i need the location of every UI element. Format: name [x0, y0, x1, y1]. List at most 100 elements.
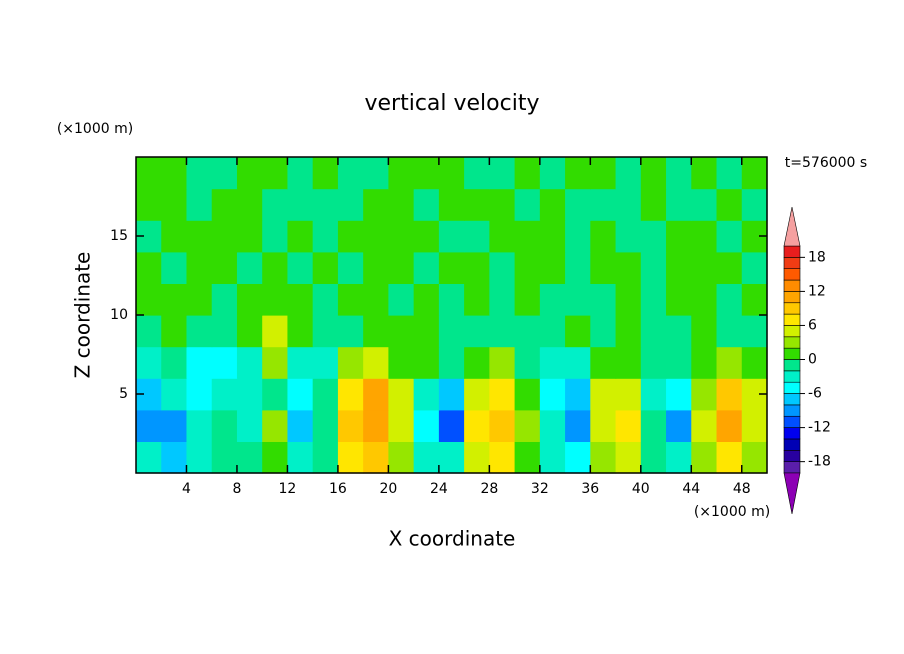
contour-cell [489, 315, 516, 348]
contour-cell [236, 220, 263, 253]
contour-cell [363, 188, 389, 221]
colorbar-box [783, 302, 801, 315]
contour-cell [161, 283, 188, 316]
contour-cell [539, 409, 566, 442]
contour-cell [262, 441, 289, 474]
colorbar-box [783, 245, 801, 258]
contour-cell [666, 315, 692, 348]
contour-cell [211, 157, 238, 190]
contour-cell [136, 315, 162, 348]
contour-cell [136, 409, 162, 442]
contour-cell [741, 188, 768, 221]
contour-cell [262, 188, 289, 221]
contour-cell [691, 441, 718, 474]
colorbar-under [783, 472, 801, 515]
contour-cell [388, 283, 415, 316]
contour-cell [716, 188, 743, 221]
contour-cell [464, 378, 490, 411]
x-tick-label: 12 [279, 481, 297, 497]
contour-cell [236, 346, 263, 379]
contour-cell [312, 409, 339, 442]
colorbar-tick-label: 6 [808, 317, 817, 333]
contour-cell [464, 283, 490, 316]
colorbar-box [783, 461, 801, 474]
contour-cell [161, 251, 188, 284]
contour-cell [413, 188, 440, 221]
contour-cell [438, 220, 465, 253]
contour-cell [565, 409, 591, 442]
colorbar-box [783, 347, 801, 360]
contour-cell [161, 188, 188, 221]
contour-cell [691, 188, 718, 221]
contour-cell [186, 378, 213, 411]
contour-cell [287, 346, 314, 379]
contour-cell [716, 441, 743, 474]
contour-cell [236, 157, 263, 190]
contour-cell [464, 220, 490, 253]
contour-cell [312, 188, 339, 221]
contour-cell [640, 251, 667, 284]
contour-cell [514, 220, 541, 253]
contour-cell [514, 315, 541, 348]
contour-cell [489, 220, 516, 253]
colorbar-tick-label: -18 [808, 454, 831, 470]
contour-cell [640, 378, 667, 411]
contour-cell [716, 346, 743, 379]
contour-cell [691, 409, 718, 442]
colorbar-over [783, 206, 801, 247]
y-unit: (×1000 m) [57, 121, 133, 137]
contour-cell [388, 378, 415, 411]
x-tick-label: 32 [531, 481, 549, 497]
contour-cell [287, 409, 314, 442]
contour-cell [262, 220, 289, 253]
contour-cell [337, 378, 364, 411]
contour-cell [211, 441, 238, 474]
contour-cell [211, 220, 238, 253]
colorbar-box [783, 325, 801, 338]
contour-cell [363, 346, 389, 379]
contour-cell [590, 283, 617, 316]
contour-cell [590, 346, 617, 379]
contour-cell [590, 251, 617, 284]
contour-cell [236, 315, 263, 348]
contour-cell [262, 378, 289, 411]
contour-cell [438, 283, 465, 316]
contour-cell [186, 346, 213, 379]
contour-cell [539, 157, 566, 190]
contour-cell [590, 441, 617, 474]
x-tick-label: 24 [430, 481, 448, 497]
time-label: t=576000 s [785, 155, 867, 171]
contour-cell [388, 441, 415, 474]
contour-cell [539, 283, 566, 316]
contour-cell [489, 188, 516, 221]
contour-cell [741, 283, 768, 316]
contour-cell [287, 441, 314, 474]
contour-cell [211, 283, 238, 316]
contour-cell [136, 251, 162, 284]
contour-cell [186, 441, 213, 474]
contour-cell [615, 283, 642, 316]
contour-cell [565, 315, 591, 348]
contour-cell [186, 188, 213, 221]
contour-cell [413, 346, 440, 379]
contour-cell [236, 441, 263, 474]
contour-cell [312, 220, 339, 253]
contour-cell [438, 441, 465, 474]
contour-cell [691, 346, 718, 379]
contour-cell [186, 283, 213, 316]
contour-cell [691, 251, 718, 284]
contour-cell [438, 315, 465, 348]
y-tick-label: 10 [110, 307, 128, 323]
contour-cell [312, 283, 339, 316]
contour-cell [337, 251, 364, 284]
contour-cell [666, 251, 692, 284]
contour-cell [161, 441, 188, 474]
contour-cell [363, 157, 389, 190]
contour-cell [565, 283, 591, 316]
x-tick-label: 20 [379, 481, 397, 497]
contour-cell [312, 157, 339, 190]
contour-cell [211, 188, 238, 221]
contour-cell [388, 251, 415, 284]
contour-cell [514, 283, 541, 316]
